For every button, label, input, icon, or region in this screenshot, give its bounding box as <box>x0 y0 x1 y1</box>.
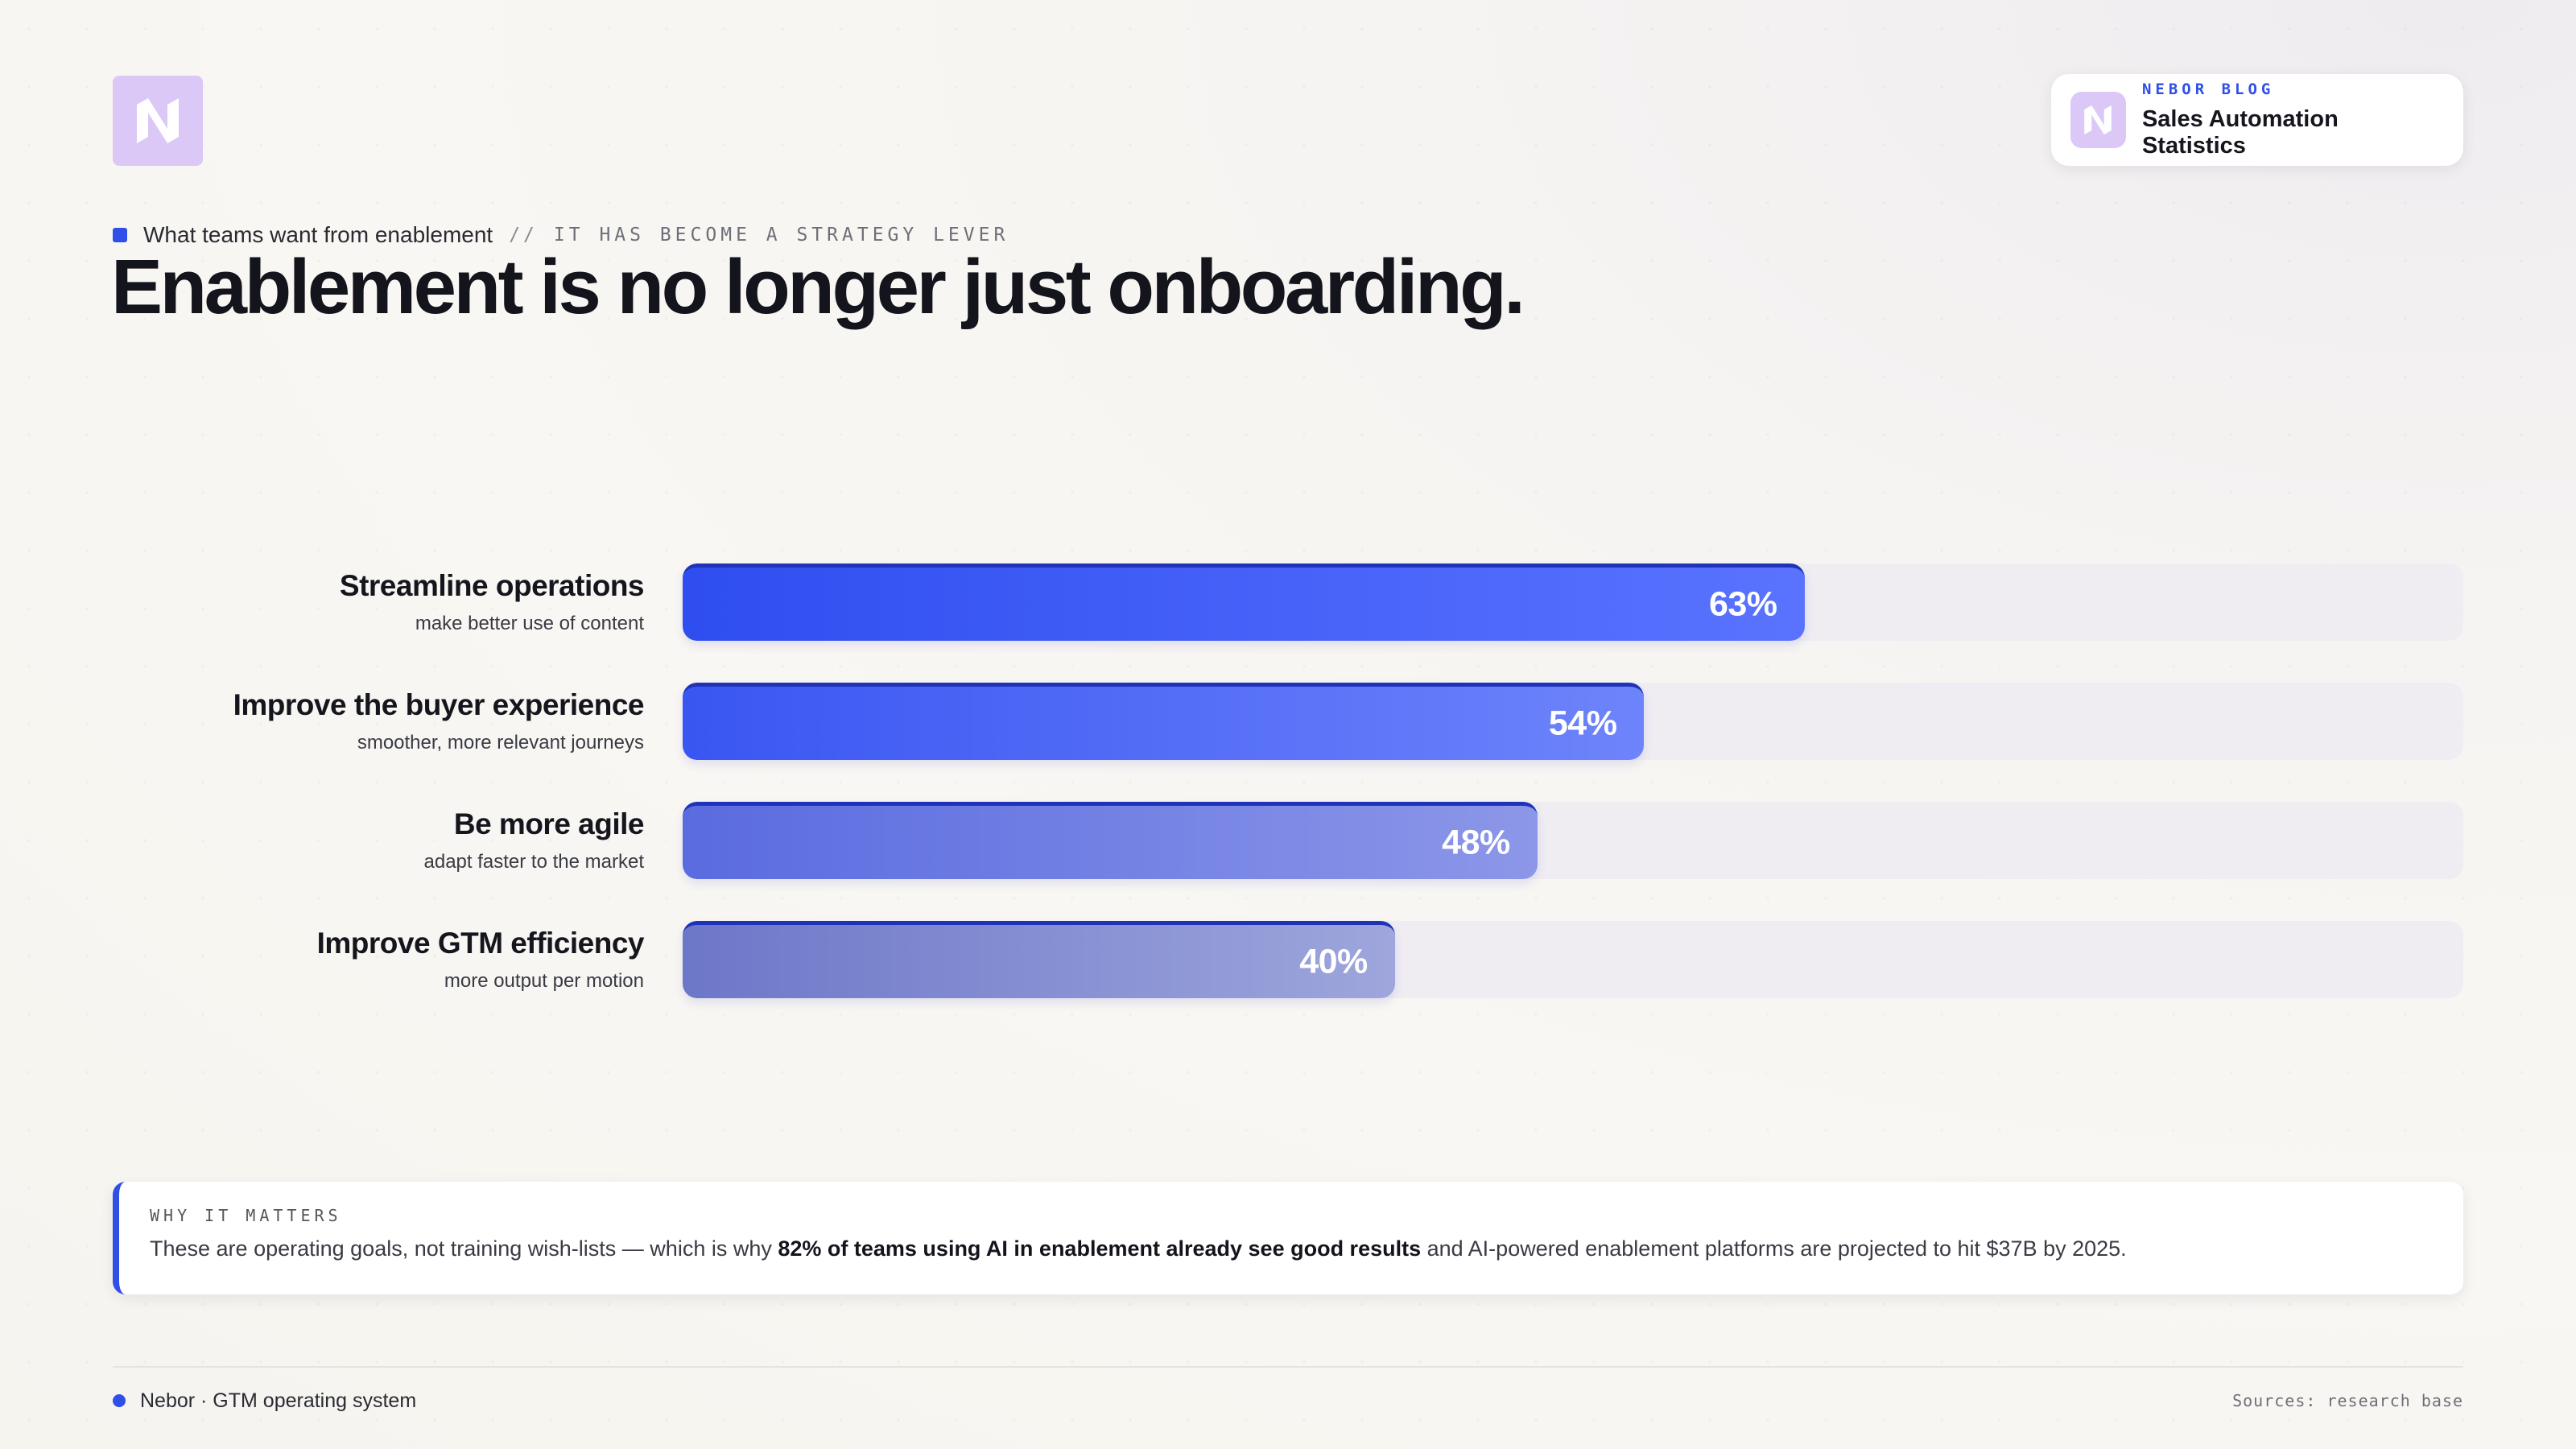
nebor-logo-icon <box>137 98 179 143</box>
chart-row: Streamline operations make better use of … <box>0 564 2576 641</box>
nebor-logo-icon <box>2084 105 2112 135</box>
chart-row: Be more agile adapt faster to the market 4… <box>0 802 2576 879</box>
bar-label: Improve GTM efficiency more output per mo… <box>32 921 645 998</box>
footer-dot-icon <box>113 1394 126 1407</box>
bar-category-label: Improve GTM efficiency <box>316 927 645 960</box>
callout-text-bold: 82% of teams using AI in enablement alre… <box>778 1236 1422 1261</box>
badge-kicker: NEBOR BLOG <box>2141 80 2275 98</box>
bar-category-label: Be more agile <box>453 807 645 840</box>
bar-subtitle-label: make better use of content <box>415 613 644 634</box>
bar-track: 48% <box>683 802 2463 879</box>
bar-value-label: 40% <box>1299 942 1368 980</box>
footer-brand: Nebor · GTM operating system <box>140 1389 417 1412</box>
nebor-logo[interactable] <box>113 76 203 166</box>
callout-text-before: These are operating goals, not training … <box>150 1236 778 1261</box>
page-title: Enablement is no longer just onboarding. <box>111 244 1525 330</box>
callout-text: These are operating goals, not training … <box>150 1236 2463 1261</box>
bar-subtitle-label: adapt faster to the market <box>423 851 644 873</box>
eyebrow-square-icon <box>113 228 127 242</box>
bar-label: Be more agile adapt faster to the market <box>32 802 645 879</box>
chart-row: Improve the buyer experience smoother, mo… <box>0 683 2576 760</box>
bar-track: 40% <box>683 921 2463 998</box>
bar-category-label: Streamline operations <box>339 569 645 602</box>
bar-track: 63% <box>683 564 2463 641</box>
bar-value-label: 54% <box>1548 704 1617 742</box>
bar-subtitle-label: smoother, more relevant journeys <box>357 732 644 753</box>
badge-text: NEBOR BLOG Sales Automation Statistics <box>2142 80 2444 159</box>
bar-label: Streamline operations make better use of … <box>32 564 645 641</box>
badge-logo <box>2070 92 2126 148</box>
bar-track: 54% <box>683 683 2463 760</box>
footer-brand-block: Nebor · GTM operating system <box>113 1386 416 1415</box>
footer-sources: Sources: research base <box>2232 1391 2463 1410</box>
bar: 63% <box>683 564 1805 641</box>
bar-subtitle-label: more output per motion <box>444 970 644 992</box>
callout-text-after: and AI-powered enablement platforms are … <box>1421 1236 2127 1261</box>
bar-value-label: 63% <box>1708 584 1777 623</box>
bar: 48% <box>683 802 1538 879</box>
bar-value-label: 48% <box>1442 823 1510 861</box>
badge-title: Sales Automation Statistics <box>2141 106 2339 159</box>
footer-divider <box>113 1366 2463 1368</box>
callout-kicker: WHY IT MATTERS <box>150 1206 342 1225</box>
blog-badge[interactable]: NEBOR BLOG Sales Automation Statistics <box>2051 74 2463 166</box>
why-it-matters-callout: WHY IT MATTERS These are operating goals… <box>113 1182 2463 1294</box>
bar-label: Improve the buyer experience smoother, mo… <box>32 683 645 760</box>
eyebrow-tag: IT HAS BECOME A STRATEGY LEVER <box>553 225 1009 246</box>
bar-chart: Streamline operations make better use of … <box>0 564 2576 1014</box>
bar-category-label: Improve the buyer experience <box>233 688 645 721</box>
bar: 40% <box>683 921 1395 998</box>
eyebrow-separator: // <box>509 225 538 246</box>
bar: 54% <box>683 683 1645 760</box>
chart-row: Improve GTM efficiency more output per mo… <box>0 921 2576 998</box>
eyebrow: What teams want from enablement // IT HA… <box>113 221 1009 250</box>
eyebrow-label: What teams want from enablement <box>143 222 493 247</box>
